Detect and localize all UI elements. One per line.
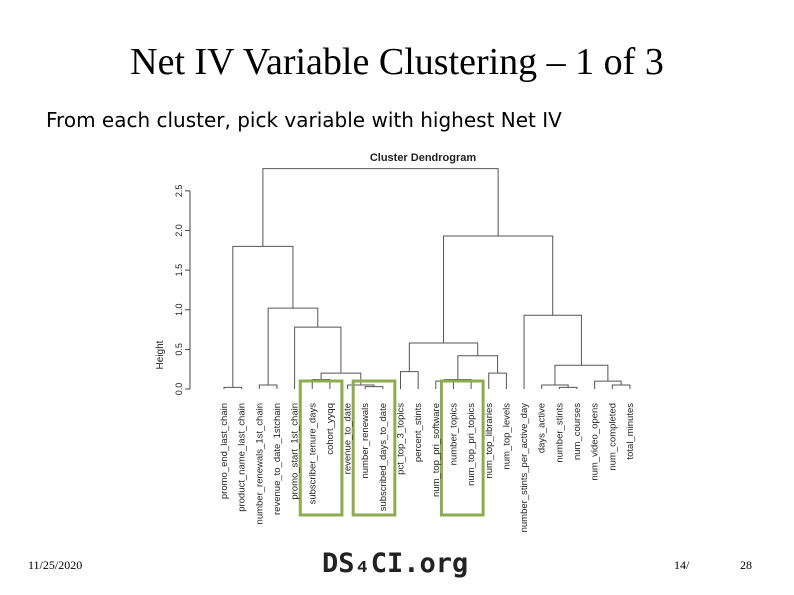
dendrogram-branch [311, 378, 331, 389]
highlight-box [351, 379, 397, 517]
dendrogram-branch [523, 314, 582, 389]
leaf-label: days_active [537, 403, 548, 453]
leaf-label: subscriber_tenure_days [307, 403, 318, 505]
leaf-label: subscribed_days_to_date [378, 403, 389, 511]
highlight-boxes [298, 379, 485, 517]
ds4ci-logo: DS₄CI.org [322, 548, 469, 579]
y-tick-label: 1.5 [174, 264, 184, 277]
dendrogram-branch [488, 372, 507, 389]
dendrogram-branch [400, 371, 419, 389]
dendrogram-branch [258, 384, 278, 389]
leaf-label: promo_end_last_chain [219, 403, 230, 499]
leaf-label: number_renewals_1st_chain [254, 403, 265, 524]
dendrogram-branches [223, 168, 631, 389]
y-axis: 0.0 0.5 1.0 1.5 2.0 2.5 [174, 185, 191, 396]
leaf-label: revenue_to_date_1stchain [272, 403, 283, 515]
dendrogram-branch [262, 168, 499, 247]
highlight-box [439, 379, 485, 517]
slide-subtitle: From each cluster, pick variable with hi… [46, 108, 562, 132]
chart-title: Cluster Dendrogram [370, 152, 477, 164]
leaf-label: number_stints_per_active_day [519, 403, 530, 533]
leaf-label: promo_start_1st_chain [290, 403, 301, 500]
leaf-label: total_minutes [625, 403, 636, 460]
leaf-label: number_renewals [360, 403, 371, 479]
dendrogram-branch [364, 386, 384, 389]
dendrogram-chart: Cluster Dendrogram Height 0.0 0.5 1.0 1.5 2.… [155, 152, 636, 533]
leaf-label: cohort_yyqq [325, 403, 336, 455]
y-tick-label: 2.5 [174, 185, 184, 198]
leaf-label: product_name_last_chain [237, 403, 248, 512]
footer-date: 11/25/2020 [28, 558, 83, 572]
y-axis-label: Height [155, 340, 166, 369]
dendrogram-branch [267, 307, 319, 386]
leaf-label: pct_top_3_topics [396, 403, 407, 475]
highlight-box [298, 379, 344, 517]
y-tick-label: 2.0 [174, 224, 184, 237]
dendrogram-branch [611, 384, 631, 389]
dendrogram-branch [408, 342, 479, 372]
dendrogram-branch [558, 386, 578, 389]
dendrogram-branch [554, 364, 609, 386]
dendrogram-branch [457, 355, 499, 380]
dendrogram-branch [232, 245, 294, 388]
slide-title: Net IV Variable Clustering – 1 of 3 [130, 41, 664, 83]
y-tick-label: 0.5 [174, 343, 184, 356]
y-tick-label: 0.0 [174, 383, 184, 396]
leaf-label: num_top_levels [501, 403, 512, 470]
leaf-label: num_completed [607, 403, 618, 471]
leaf-label: num_top_libraries [484, 403, 495, 479]
leaf-label: num_top_pri_software [431, 403, 442, 497]
leaf-label: num_courses [572, 403, 583, 460]
leaf-label: number_stints [554, 403, 565, 463]
y-tick-label: 1.0 [174, 303, 184, 316]
footer-page-ref: 14/ [674, 558, 690, 572]
footer-page-number: 28 [740, 558, 752, 572]
leaf-label: num_top_pri_topics [466, 403, 477, 486]
leaf-label: percent_stints [413, 403, 424, 462]
dendrogram-branch [294, 326, 342, 389]
leaf-labels: promo_end_last_chain product_name_last_ch… [219, 403, 636, 533]
leaf-label: revenue_to_date [343, 403, 354, 474]
leaf-label: num_video_opens [590, 403, 601, 481]
dendrogram-branch [223, 386, 243, 389]
leaf-label: number_topics [448, 403, 459, 466]
dendrogram-branch [443, 235, 554, 344]
